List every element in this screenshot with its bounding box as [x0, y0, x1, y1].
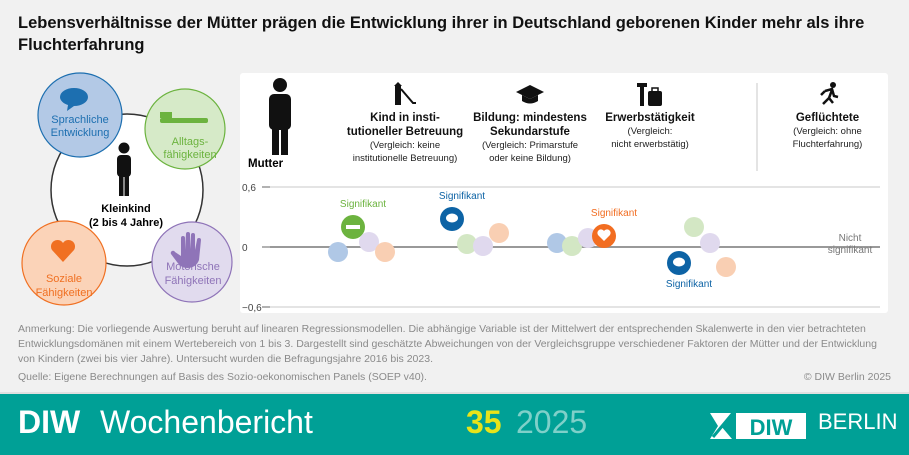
- header-refugees: Geflüchtete (Vergleich: ohne Fluchterfahr…: [770, 81, 885, 151]
- significance-label: Signifikant: [340, 199, 386, 210]
- significance-label: Signifikant: [666, 279, 712, 290]
- footer: DIW Wochenbericht 35 2025 DIW BERLIN: [0, 392, 909, 455]
- mother-icon: [269, 78, 291, 155]
- data-point: [473, 236, 493, 256]
- speech-bubble-icon: [446, 213, 458, 223]
- svg-text:Soziale: Soziale: [46, 273, 82, 285]
- child-label-2: (2 bis 4 Jahre): [89, 217, 163, 229]
- graduation-cap-icon: [516, 85, 544, 104]
- hammer-briefcase-icon: [637, 83, 662, 106]
- data-point: [457, 234, 477, 254]
- header-childcare: Kind in insti- tutioneller Betreuung (Ver…: [335, 81, 475, 165]
- diw-logo: DIW: [710, 412, 806, 440]
- data-point: [700, 233, 720, 253]
- header-education: Bildung: mindestens Sekundarstufe (Vergle…: [460, 81, 600, 165]
- heart-icon: [597, 229, 611, 241]
- svg-text:Sprachliche: Sprachliche: [51, 114, 108, 126]
- data-point: [547, 233, 567, 253]
- data-point: [359, 232, 379, 252]
- svg-text:Alltags-: Alltags-: [172, 136, 209, 148]
- child-icon: [117, 142, 131, 196]
- playground-slide-icon: [394, 82, 416, 105]
- y-tick-label: −0,6: [242, 303, 262, 313]
- footer-publication: Wochenbericht: [100, 404, 313, 440]
- speech-bubble-icon: [60, 88, 88, 111]
- domain-language: Sprachliche Entwicklung: [37, 72, 123, 158]
- svg-text:DIW: DIW: [750, 415, 793, 440]
- significance-label: Signifikant: [439, 191, 485, 202]
- copyright: © DIW Berlin 2025: [803, 371, 891, 383]
- y-tick-label: 0,6: [242, 183, 256, 194]
- chart-title: Lebensverhältnisse der Mütter prägen die…: [18, 14, 865, 54]
- source: Quelle: Eigene Berechnungen auf Basis de…: [18, 371, 427, 383]
- chart-panel: Mutter Kind in insti- tutioneller Betreu…: [240, 73, 888, 313]
- divider: [756, 83, 758, 171]
- toothbrush-icon: [346, 225, 360, 229]
- data-point: [489, 223, 509, 243]
- heart-icon: [50, 239, 76, 262]
- development-domains-diagram: Kleinkind (2 bis 4 Jahre) Sprachliche En…: [21, 72, 233, 306]
- running-person-icon: [819, 82, 838, 105]
- footer-year: 2025: [516, 404, 588, 440]
- data-point: [716, 257, 736, 277]
- scatter-chart: 0,6 0 −0,6 Signifikant Signifikant Signifikan…: [242, 183, 880, 313]
- data-point: [328, 242, 348, 262]
- not-significant-label: Nicht signifikant: [828, 233, 873, 256]
- domain-social: Soziale Fähigkeiten: [21, 220, 107, 306]
- svg-text:fähigkeiten: fähigkeiten: [163, 149, 216, 161]
- hand-icon: [170, 232, 201, 268]
- toothbrush-icon: [160, 112, 208, 123]
- footer-issue: 35: [466, 404, 502, 440]
- speech-bubble-icon: [673, 257, 685, 267]
- svg-text:Entwicklung: Entwicklung: [51, 127, 110, 139]
- svg-text:Fähigkeiten: Fähigkeiten: [165, 275, 222, 287]
- mother-label: Mutter: [248, 158, 284, 170]
- y-tick-label: 0: [242, 243, 248, 254]
- svg-text:Motorische: Motorische: [166, 261, 220, 273]
- header-employment: Erwerbstätigkeit (Vergleich: nicht erwerb…: [580, 81, 720, 151]
- data-point: [375, 242, 395, 262]
- svg-text:Fähigkeiten: Fähigkeiten: [36, 287, 93, 299]
- data-point: [684, 217, 704, 237]
- domain-motor: Motorische Fähigkeiten: [151, 221, 233, 303]
- note: Anmerkung: Die vorliegende Auswertung be…: [18, 323, 877, 365]
- significance-label: Signifikant: [591, 208, 637, 219]
- footer-berlin: BERLIN: [818, 409, 898, 434]
- data-point: [562, 236, 582, 256]
- domain-everyday: Alltags- fähigkeiten: [144, 88, 226, 170]
- footer-diw: DIW: [18, 404, 81, 440]
- child-label-1: Kleinkind: [101, 203, 151, 215]
